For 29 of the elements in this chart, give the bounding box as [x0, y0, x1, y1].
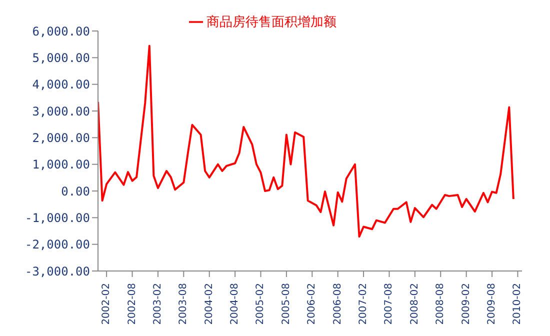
y-tick-label: 2,000.00	[32, 130, 90, 145]
y-tick-label: -2,000.00	[24, 238, 90, 252]
x-tick-label: 2002-02	[101, 283, 112, 325]
x-tick-label: 2010-02	[512, 283, 524, 325]
y-tick-label: 5,000.00	[32, 50, 90, 65]
x-tick-label: 2006-02	[306, 283, 318, 325]
y-tick-label: 0.00	[61, 184, 90, 198]
x-tick-label: 2007-08	[384, 283, 395, 325]
x-tick-label: 2006-08	[332, 283, 344, 325]
x-tick-label: 2003-02	[152, 283, 164, 325]
x-tick-label: 2007-02	[358, 283, 370, 325]
y-tick-label: -3,000.00	[24, 264, 90, 278]
legend-label: 商品房待售面积增加额	[206, 15, 336, 30]
y-tick-label: 1,000.00	[32, 158, 90, 172]
x-tick-label: 2005-08	[280, 283, 292, 325]
y-tick-label: 6,000.00	[32, 24, 90, 38]
x-tick-label: 2008-08	[435, 283, 446, 325]
x-tick-label: 2008-02	[409, 283, 420, 325]
x-tick-label: 2004-02	[204, 283, 215, 325]
y-tick-label: -1,000.00	[24, 210, 90, 225]
x-tick-label: 2009-02	[460, 283, 472, 325]
y-tick-label: 4,000.00	[32, 78, 90, 92]
x-tick-label: 2002-08	[126, 283, 138, 325]
x-tick-label: 2009-08	[486, 283, 498, 325]
line-series	[98, 44, 514, 238]
y-tick-label: 3,000.00	[32, 104, 90, 118]
x-tick-label: 2003-08	[178, 283, 190, 325]
x-tick-label: 2005-02	[255, 283, 266, 325]
x-tick-label: 2004-08	[230, 283, 241, 325]
